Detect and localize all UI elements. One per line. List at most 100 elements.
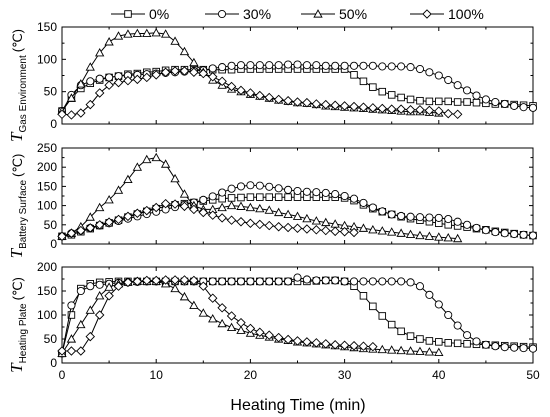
data-point	[123, 174, 133, 184]
data-point	[463, 220, 472, 229]
data-point	[265, 182, 274, 191]
data-point	[113, 31, 124, 40]
data-point	[189, 300, 199, 309]
data-point	[491, 97, 500, 107]
data-point	[57, 231, 67, 242]
data-point	[198, 308, 208, 317]
data-point	[359, 77, 368, 86]
data-point	[369, 302, 377, 311]
y-tick-label: 50	[44, 332, 58, 346]
data-point	[255, 219, 265, 230]
data-point	[189, 204, 199, 215]
data-point	[236, 201, 246, 210]
data-point	[236, 325, 246, 334]
y-tick-label: 200	[37, 160, 57, 174]
y-axis-label-unit: (℃)	[10, 277, 25, 300]
data-point	[349, 101, 359, 112]
data-point	[104, 37, 114, 46]
data-point	[397, 62, 406, 71]
data-point	[415, 346, 425, 356]
data-point	[434, 71, 443, 80]
data-point	[443, 108, 453, 119]
data-point	[246, 61, 255, 70]
data-point	[397, 277, 406, 286]
data-point	[435, 97, 443, 106]
legend-label: 100%	[448, 6, 484, 22]
data-point	[151, 275, 161, 286]
data-point	[349, 61, 359, 70]
data-point	[443, 233, 453, 242]
data-point	[368, 341, 378, 352]
data-point	[94, 310, 105, 320]
data-point	[378, 62, 387, 71]
data-point	[358, 102, 369, 112]
data-point	[67, 301, 76, 310]
data-point	[368, 103, 378, 113]
data-point	[510, 229, 519, 239]
data-point	[312, 188, 321, 197]
data-point	[132, 276, 143, 287]
data-point	[170, 275, 180, 285]
data-point	[57, 109, 67, 120]
data-point	[331, 190, 340, 199]
data-point	[415, 282, 425, 291]
y-tick-label: 0	[50, 117, 57, 131]
data-point	[226, 311, 237, 321]
data-point	[217, 303, 227, 313]
data-point	[500, 99, 509, 109]
data-point	[86, 282, 95, 291]
data-point	[340, 277, 349, 286]
data-point	[434, 232, 444, 241]
data-point	[160, 275, 171, 285]
data-point	[387, 210, 396, 219]
data-point	[66, 110, 77, 120]
data-point	[416, 335, 424, 343]
data-point	[245, 218, 256, 229]
data-point	[359, 277, 368, 286]
data-point	[85, 331, 95, 342]
data-point	[255, 277, 264, 286]
data-point	[292, 97, 303, 107]
data-point	[265, 277, 274, 286]
data-point	[331, 61, 340, 70]
data-point	[76, 346, 86, 356]
data-point	[227, 184, 236, 193]
data-point	[104, 282, 114, 291]
legend-marker	[217, 9, 227, 19]
y-tick-label: 150	[37, 20, 57, 34]
data-point	[160, 67, 171, 78]
data-point	[94, 88, 105, 98]
data-point	[189, 275, 199, 286]
series-100pct	[57, 66, 463, 120]
data-point	[160, 198, 171, 209]
data-point	[217, 213, 227, 223]
y-tick-label: 100	[37, 199, 57, 213]
data-point	[236, 182, 246, 191]
data-point	[425, 213, 434, 222]
data-point	[142, 275, 152, 286]
data-point	[519, 103, 528, 112]
data-point	[472, 337, 481, 346]
data-point	[292, 223, 303, 233]
y-tick-label: 0	[50, 356, 57, 370]
data-point	[283, 95, 293, 106]
data-point	[415, 230, 425, 240]
data-point	[142, 154, 152, 164]
x-tick-label: 10	[150, 368, 164, 382]
data-point	[255, 90, 265, 101]
data-point	[434, 106, 444, 116]
data-point	[378, 87, 387, 96]
data-point	[406, 278, 415, 287]
legend: 0% 30% 50% 100%	[111, 6, 484, 22]
y-axis-label-main: T	[7, 247, 26, 258]
series-50pct	[57, 152, 463, 243]
data-point	[415, 64, 425, 74]
data-point	[123, 211, 133, 222]
data-point	[255, 203, 265, 213]
data-point	[255, 181, 264, 190]
data-point	[491, 228, 500, 237]
data-point	[387, 345, 397, 354]
legend-marker	[124, 10, 132, 18]
data-point	[236, 277, 246, 286]
